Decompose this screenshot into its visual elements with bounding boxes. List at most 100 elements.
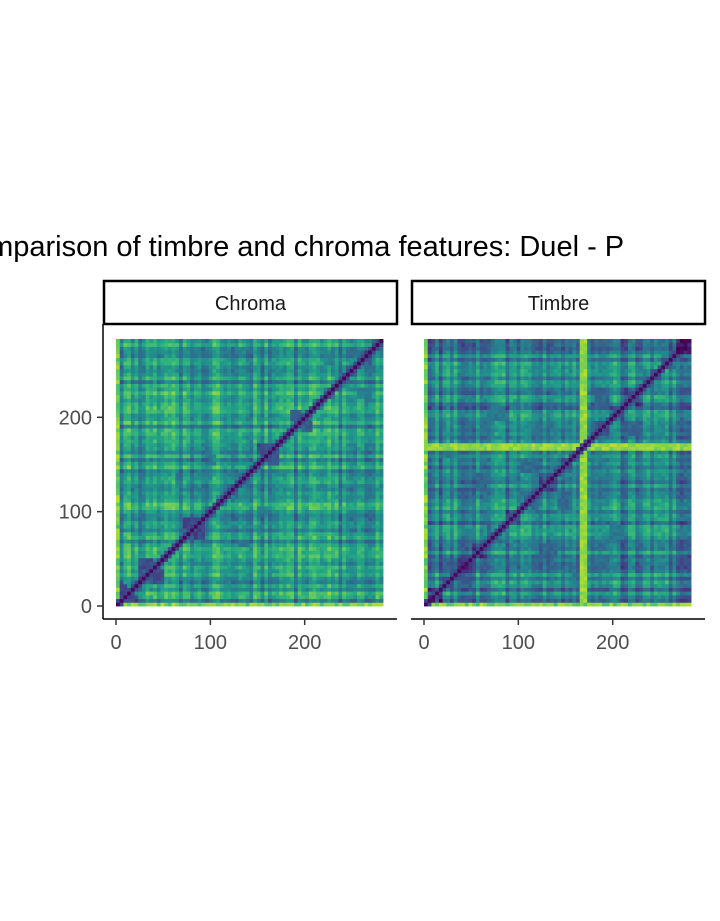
heatmap-cell [268,405,273,410]
heatmap-cell [379,494,384,499]
heatmap-cell [230,554,236,559]
heatmap-cell [167,494,173,499]
heatmap-cell [345,528,351,533]
heatmap-cell [338,479,343,485]
heatmap-cell [141,546,147,551]
heatmap-cell [353,535,358,540]
heatmap-cell [160,546,165,551]
heatmap-cell [193,357,199,362]
heatmap-cell [349,565,354,570]
heatmap-cell [323,513,328,518]
heatmap-cell [153,594,158,600]
heatmap-cell [171,409,176,414]
heatmap-cell [282,413,288,418]
heatmap-cell [271,476,276,481]
heatmap-cell [275,494,280,499]
heatmap-cell [357,542,362,548]
heatmap-cell [371,405,377,410]
heatmap-cell [334,357,339,362]
heatmap-cell [312,517,317,522]
heatmap-cell [227,550,232,555]
heatmap-cell [193,479,199,485]
heatmap-cell [197,413,202,418]
heatmap-cell [260,487,265,492]
heatmap-cell [264,364,269,370]
heatmap-cell [216,535,221,540]
heatmap-cell [116,491,121,496]
heatmap-cell [123,528,128,533]
heatmap-cell [171,435,176,440]
heatmap-cell [223,376,228,381]
heatmap-cell [308,435,313,440]
heatmap-cell [242,387,247,392]
heatmap-cell [342,528,347,533]
heatmap-cell [357,554,362,559]
heatmap-cell [316,572,321,577]
heatmap-cell [364,383,369,388]
heatmap-cell [301,517,306,522]
heatmap-cell [331,591,336,596]
heatmap-cell [319,383,325,388]
heatmap-cell [319,568,325,574]
heatmap-cell [130,502,135,507]
heatmap-cell [167,442,173,447]
heatmap-cell [271,350,276,355]
heatmap-cell [208,524,213,529]
heatmap-cell [141,479,147,485]
heatmap-cell [216,424,221,429]
heatmap-cell [212,513,217,518]
heatmap-cell [357,465,362,470]
heatmap-cell [149,561,154,566]
heatmap-cell [371,539,377,544]
heatmap-cell [179,361,184,366]
heatmap-cell [308,483,313,488]
heatmap-cell [216,446,221,451]
heatmap-cell [127,468,132,473]
heatmap-cell [164,409,169,414]
heatmap-cell [271,357,276,362]
heatmap-cell [149,502,154,507]
heatmap-cell [316,472,321,477]
heatmap-cell [149,383,154,388]
heatmap-cell [205,416,210,422]
heatmap-cell [201,364,206,370]
heatmap-cell [253,502,258,507]
heatmap-cell [245,376,250,381]
heatmap-cell [331,476,336,481]
heatmap-cell [127,546,132,551]
heatmap-cell [290,379,295,384]
heatmap-cell [227,439,232,444]
heatmap-cell [316,409,321,414]
heatmap-cell [319,364,325,370]
heatmap-cell [197,568,202,574]
heatmap-cell [164,376,169,381]
heatmap-cell [164,416,169,422]
heatmap-cell [379,491,384,496]
heatmap-cell [141,557,147,562]
heatmap-cell [345,428,351,433]
heatmap-cell [153,372,158,377]
heatmap-cell [342,550,347,555]
heatmap-cell [127,491,132,496]
heatmap-cell [123,513,128,518]
heatmap-cell [360,568,365,574]
heatmap-cell [149,435,154,440]
heatmap-cell [345,364,351,370]
heatmap-cell [230,502,236,507]
heatmap-cell [364,509,369,514]
heatmap-cell [268,528,273,533]
heatmap-cell [197,517,202,522]
heatmap-cell [290,402,295,407]
heatmap-cell [145,528,150,533]
heatmap-cell [305,479,310,485]
heatmap-cell [242,550,247,555]
heatmap-cell [179,598,184,603]
heatmap-cell [193,487,199,492]
heatmap-cell [260,398,265,403]
heatmap-cell [338,509,343,514]
heatmap-cell [197,576,202,581]
heatmap-cell [364,491,369,496]
heatmap-cell [167,428,173,433]
heatmap-cell [234,598,239,603]
heatmap-cell [245,405,250,410]
